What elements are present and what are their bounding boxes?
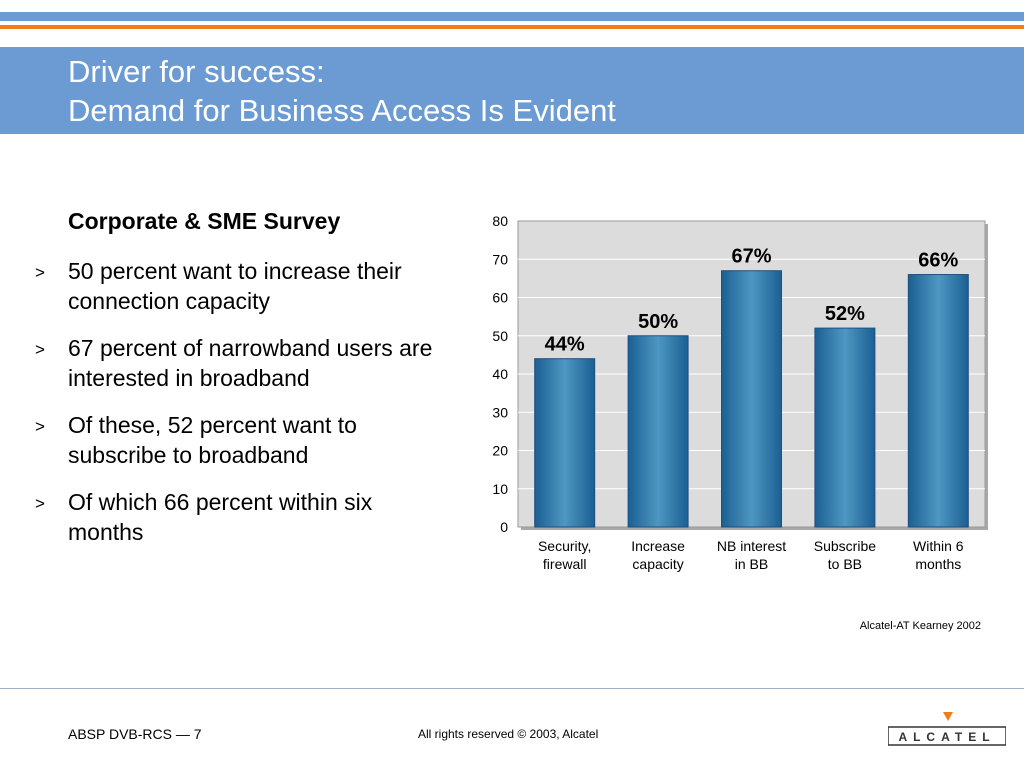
y-tick-label: 10 (492, 481, 508, 497)
bar (627, 335, 689, 528)
logo-triangle-icon (943, 712, 953, 721)
bullet-item: > Of which 66 percent within six months (35, 487, 440, 547)
logo-text: ALCATEL (898, 730, 995, 744)
y-tick-label: 40 (492, 366, 508, 382)
bar-data-label: 67% (731, 246, 771, 268)
x-category-label: months (915, 556, 961, 572)
y-tick-label: 20 (492, 443, 508, 459)
bar-data-label: 50% (638, 311, 678, 333)
x-category-label: Increase (631, 538, 685, 554)
footer-copyright: All rights reserved © 2003, Alcatel (418, 727, 599, 741)
y-tick-label: 30 (492, 404, 508, 420)
bar (814, 327, 876, 528)
bar (721, 270, 782, 528)
bar-series (534, 270, 969, 528)
bar-data-label: 44% (545, 334, 585, 356)
bullet-item: >67 percent of narrowband users are inte… (35, 333, 440, 393)
x-axis-tick-labels: Security, firewall Increase capacity NB inte… (538, 538, 964, 572)
top-stripe-blue (0, 12, 1024, 21)
bullet-text: Of which 66 percent within six months (68, 489, 373, 545)
x-category-label: capacity (632, 556, 683, 572)
y-tick-label: 80 (492, 213, 508, 229)
slide-title-line-1: Driver for success: (68, 54, 325, 89)
bullet-item: > Of these, 52 percent want to subscribe … (35, 410, 440, 470)
y-tick-label: 50 (492, 328, 508, 344)
survey-title: Corporate & SME Survey (68, 208, 341, 234)
footer-slide-number: ABSP DVB-RCS — 7 (68, 726, 202, 742)
x-category-label: NB interest (717, 538, 786, 554)
bullet-text: Of these, 52 percent want to subscribe t… (68, 412, 357, 468)
bullet-text: 50 percent want to increase their connec… (68, 258, 402, 314)
top-stripe-orange (0, 25, 1024, 29)
bar-data-label: 66% (918, 250, 958, 272)
bullet-marker: > (35, 263, 45, 282)
bar-chart: 0 10 20 30 40 50 60 70 80 Security, firewall Incre… (492, 213, 988, 572)
x-category-label: Within 6 (913, 538, 964, 554)
y-axis-tick-labels: 0 10 20 30 40 50 60 70 80 (492, 213, 508, 535)
y-tick-label: 60 (492, 290, 508, 306)
slide-title-line-2: Demand for Business Access Is Evident (68, 93, 616, 128)
bullet-text: 67 percent of narrowband users are inter… (68, 335, 433, 391)
bullet-list: >50 percent want to increase their conne… (35, 256, 440, 564)
x-category-label: in BB (735, 556, 768, 572)
x-category-label: Security, (538, 538, 591, 554)
data-labels: 44% 50% 67% 52% 66% (545, 246, 959, 356)
x-category-label: firewall (543, 556, 587, 572)
logo-frame (888, 726, 1006, 746)
y-tick-label: 70 (492, 251, 508, 267)
x-category-label: Subscribe (814, 538, 876, 554)
bar (907, 274, 969, 528)
bullet-item: >50 percent want to increase their conne… (35, 256, 440, 316)
source-note: Alcatel-AT Kearney 2002 (859, 620, 981, 632)
alcatel-logo: ALCATEL (888, 712, 1006, 746)
bullet-marker: > (35, 340, 45, 359)
x-category-label: to BB (828, 556, 862, 572)
bar-data-label: 52% (825, 303, 865, 325)
bullet-marker: > (35, 494, 45, 513)
y-tick-label: 0 (500, 519, 508, 535)
header-band (0, 47, 1024, 134)
bullet-marker: > (35, 417, 45, 436)
bar (534, 358, 596, 528)
footer-divider (0, 688, 1024, 689)
